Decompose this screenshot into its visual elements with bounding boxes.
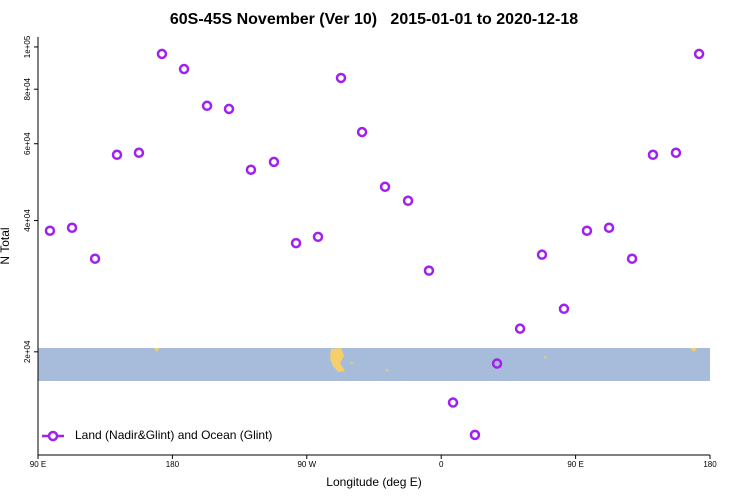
point [536,249,548,260]
legend-marker [47,430,59,442]
point [402,195,414,207]
y-tick-label: 2e+04 [23,340,32,363]
x-tick-label: 180 [166,460,180,469]
x-tick-label: 180 [703,460,717,469]
point [335,72,347,84]
x-tick-label: 90 E [30,460,46,469]
point [581,225,593,236]
point [670,147,682,159]
point [111,149,123,161]
point [66,222,78,234]
x-tick-label: 90 W [297,460,316,469]
x-axis-label: Longitude (deg E) [326,475,421,489]
y-tick-label: 8e+04 [23,77,32,100]
point [290,237,302,249]
point [379,181,391,193]
legend-label: Land (Nadir&Glint) and Ocean (Glint) [75,428,272,442]
point [178,63,190,75]
land-patch [330,348,345,372]
point [201,100,213,112]
point [268,156,280,168]
chart-title: 60S-45S November (Ver 10) 2015-01-01 to … [170,11,578,28]
map-band [38,348,710,381]
point [423,265,435,276]
point [312,231,324,243]
point [245,164,257,175]
x-tick-label: 90 E [567,460,583,469]
y-tick-label: 1e+05 [23,35,32,58]
point [491,358,503,369]
point [647,149,659,161]
point [356,126,368,138]
point [558,303,570,315]
y-tick-label: 4e+04 [23,209,32,232]
point [626,253,638,264]
ocean-band [38,348,710,381]
point [223,103,235,115]
point [89,253,101,264]
point [514,323,526,334]
y-tick-label: 6e+04 [23,132,32,155]
y-axis-label: N Total [0,227,12,264]
point [133,147,145,159]
point [156,48,168,60]
x-tick-label: 0 [439,460,444,469]
point [469,429,481,441]
point [44,225,56,236]
point [603,222,615,234]
point [447,397,459,408]
point [693,48,705,60]
